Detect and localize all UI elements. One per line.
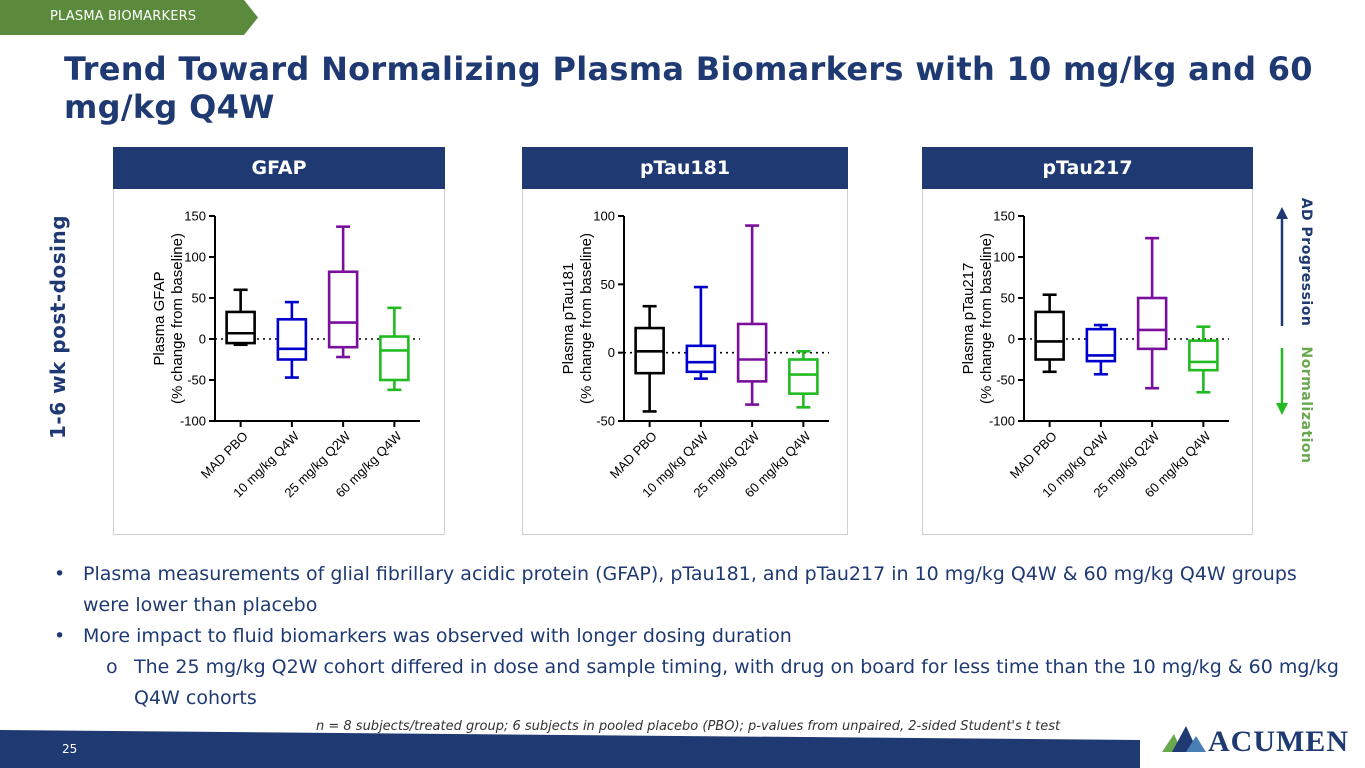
y-tick-label: 150: [184, 209, 206, 224]
iqr-box: [1188, 339, 1219, 372]
box-60-mg-kg-q4w: [379, 306, 410, 392]
y-axis-label: Plasma GFAP(% change from baseline): [151, 233, 186, 404]
section-tag-shape: [0, 0, 258, 35]
sub-bullet-text: The 25 mg/kg Q2W cohort differed in dose…: [134, 656, 1339, 709]
box-10-mg-kg-q4w: [276, 300, 308, 379]
section-tag: PLASMA BIOMARKERS: [50, 9, 197, 24]
direction-arrows: [1276, 207, 1288, 415]
box-25-mg-kg-q2w: [1136, 236, 1168, 390]
y-tick-label: -50: [187, 373, 206, 388]
y-tick-label: 0: [1008, 332, 1015, 347]
y-tick-label: -50: [996, 373, 1015, 388]
y-axis-label-line: Plasma pTau181: [560, 263, 577, 375]
bullet-text: Plasma measurements of glial fibrillary …: [83, 563, 1297, 616]
box-25-mg-kg-q2w: [736, 224, 768, 406]
y-tick-label: -100: [989, 414, 1015, 429]
x-tick-label: MAD PBO: [1007, 429, 1060, 482]
footnote: n = 8 subjects/treated group; 6 subjects…: [316, 719, 1061, 734]
timepoint-label: 1-6 wk post-dosing: [46, 214, 70, 440]
progression-arrowhead-icon: [1276, 207, 1288, 219]
iqr-box: [1034, 310, 1065, 361]
bullet-item: • Plasma measurements of glial fibrillar…: [52, 559, 1342, 621]
y-tick-label: 50: [1001, 291, 1015, 306]
x-tick-label: MAD PBO: [607, 429, 660, 482]
bullet-marker: •: [54, 563, 66, 585]
box-mad-pbo: [225, 288, 256, 347]
sub-bullet-marker: o: [106, 656, 118, 678]
box-25-mg-kg-q2w: [327, 225, 359, 359]
y-axis-label-line: (% change from baseline): [578, 233, 595, 404]
acumen-logo-icon: [1162, 726, 1206, 752]
y-axis-label: Plasma pTau181(% change from baseline): [560, 233, 595, 404]
y-tick-label: 0: [199, 332, 206, 347]
bullet-list: • Plasma measurements of glial fibrillar…: [52, 559, 1342, 714]
bullet-item: • More impact to fluid biomarkers was ob…: [52, 621, 1342, 652]
gfap-boxplot: 150 100 50 0 -50 -100 Plasma GFAP(% change fro…: [151, 209, 420, 500]
iqr-box: [276, 318, 308, 361]
y-tick-label: -50: [596, 414, 615, 429]
iqr-box: [788, 358, 819, 395]
iqr-box: [225, 310, 256, 345]
box-60-mg-kg-q4w: [1188, 325, 1219, 394]
page-title: Trend Toward Normalizing Plasma Biomarke…: [64, 50, 1313, 126]
box-10-mg-kg-q4w: [1085, 323, 1117, 376]
y-axis-label: Plasma pTau217(% change from baseline): [960, 233, 995, 404]
page-number: 25: [62, 742, 78, 756]
y-tick-label: 50: [192, 291, 206, 306]
iqr-box: [1136, 296, 1168, 351]
y-tick-label: -100: [180, 414, 206, 429]
y-axis-label-line: Plasma GFAP: [151, 271, 168, 365]
y-axis-label-line: Plasma pTau217: [960, 263, 977, 375]
ad-progression-label: AD Progression: [1298, 197, 1314, 327]
normalization-arrowhead-icon: [1276, 403, 1288, 415]
ptau181-panel: pTau181 100 50 0 -50 Plasma pTau181(% change…: [522, 147, 848, 535]
box-60-mg-kg-q4w: [788, 350, 819, 409]
iqr-box: [379, 335, 410, 382]
bullet-marker: •: [54, 625, 66, 647]
y-tick-label: 100: [993, 250, 1015, 265]
iqr-box: [685, 344, 717, 374]
y-tick-label: 100: [593, 209, 615, 224]
y-axis-label-line: (% change from baseline): [169, 233, 186, 404]
box-mad-pbo: [634, 304, 665, 413]
iqr-box: [736, 322, 768, 383]
ptau181-panel-title: pTau181: [522, 147, 848, 189]
sub-bullet-item: o The 25 mg/kg Q2W cohort differed in do…: [52, 652, 1342, 714]
x-tick-label: MAD PBO: [198, 429, 251, 482]
normalization-label: Normalization: [1298, 346, 1314, 464]
ptau217-panel: pTau217 150 100 50 0 -50 -100 Plasma pTau217(%…: [922, 147, 1253, 535]
bullet-text: More impact to fluid biomarkers was obse…: [83, 625, 792, 647]
y-tick-label: 0: [608, 345, 615, 360]
y-tick-label: 50: [601, 277, 615, 292]
y-tick-label: 150: [993, 209, 1015, 224]
box-10-mg-kg-q4w: [685, 285, 717, 380]
ptau217-boxplot: 150 100 50 0 -50 -100 Plasma pTau217(% change …: [960, 209, 1229, 500]
y-axis-label-line: (% change from baseline): [978, 233, 995, 404]
logo-wordmark: ACUMEN: [1208, 725, 1349, 758]
gfap-panel: GFAP 150 100 50 0 -50 -100 Plasma GFAP(% chang…: [113, 147, 445, 535]
box-mad-pbo: [1034, 293, 1065, 374]
ptau217-panel-title: pTau217: [922, 147, 1253, 189]
y-tick-label: 100: [184, 250, 206, 265]
iqr-box: [327, 270, 359, 349]
gfap-panel-title: GFAP: [113, 147, 445, 189]
